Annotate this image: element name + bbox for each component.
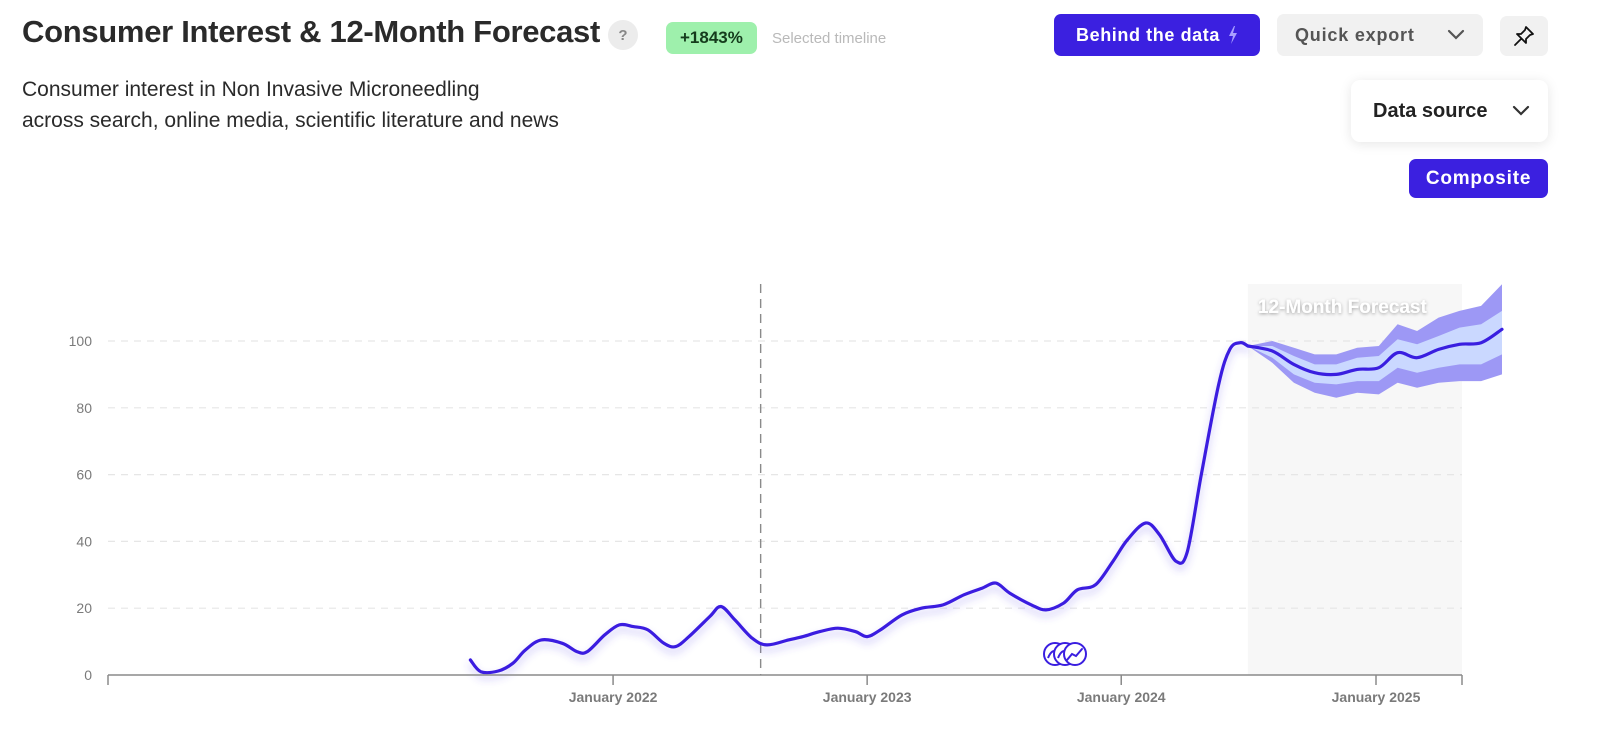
quick-export-label: Quick export — [1295, 24, 1415, 45]
pin-button[interactable] — [1500, 16, 1548, 56]
change-note: Selected timeline — [772, 30, 887, 47]
history-line — [468, 341, 1250, 675]
x-tick-label: January 2023 — [823, 689, 912, 705]
y-tick-label: 100 — [69, 333, 93, 349]
change-badge: +1843% — [666, 22, 757, 54]
quick-export-dropdown[interactable]: Quick export — [1277, 14, 1483, 56]
event-markers-icon[interactable] — [1043, 642, 1087, 666]
y-tick-label: 40 — [76, 533, 92, 549]
lightning-bolt-icon — [1229, 26, 1237, 44]
forecast-label: 12-Month Forecast — [1258, 297, 1428, 318]
y-tick-label: 80 — [76, 400, 92, 416]
behind-the-data-button[interactable]: Behind the data — [1054, 14, 1260, 56]
data-source-dropdown[interactable]: Data source — [1351, 80, 1548, 142]
y-tick-label: 0 — [84, 667, 92, 683]
page-title: Consumer Interest & 12-Month Forecast — [22, 14, 601, 49]
chevron-down-icon — [1447, 29, 1465, 40]
forecast-line — [1246, 327, 1504, 377]
y-tick-label: 20 — [76, 600, 92, 616]
subtitle-line-1: Consumer interest in Non Invasive Micron… — [22, 78, 480, 101]
pin-icon — [1514, 26, 1534, 46]
data-source-label: Data source — [1373, 99, 1488, 122]
behind-the-data-label: Behind the data — [1075, 24, 1220, 45]
y-tick-label: 60 — [76, 467, 92, 483]
x-tick-label: January 2022 — [569, 689, 658, 705]
chevron-down-icon — [1512, 105, 1530, 116]
subtitle-line-2: across search, online media, scientific … — [22, 109, 559, 132]
composite-button[interactable]: Composite — [1409, 159, 1548, 198]
chart-description: Consumer interest in Non Invasive Micron… — [22, 74, 559, 136]
x-tick-label: January 2024 — [1077, 689, 1166, 705]
forecast-inner-band — [1247, 310, 1502, 385]
x-tick-label: January 2025 — [1332, 689, 1421, 705]
question-icon[interactable]: ? — [608, 20, 638, 50]
